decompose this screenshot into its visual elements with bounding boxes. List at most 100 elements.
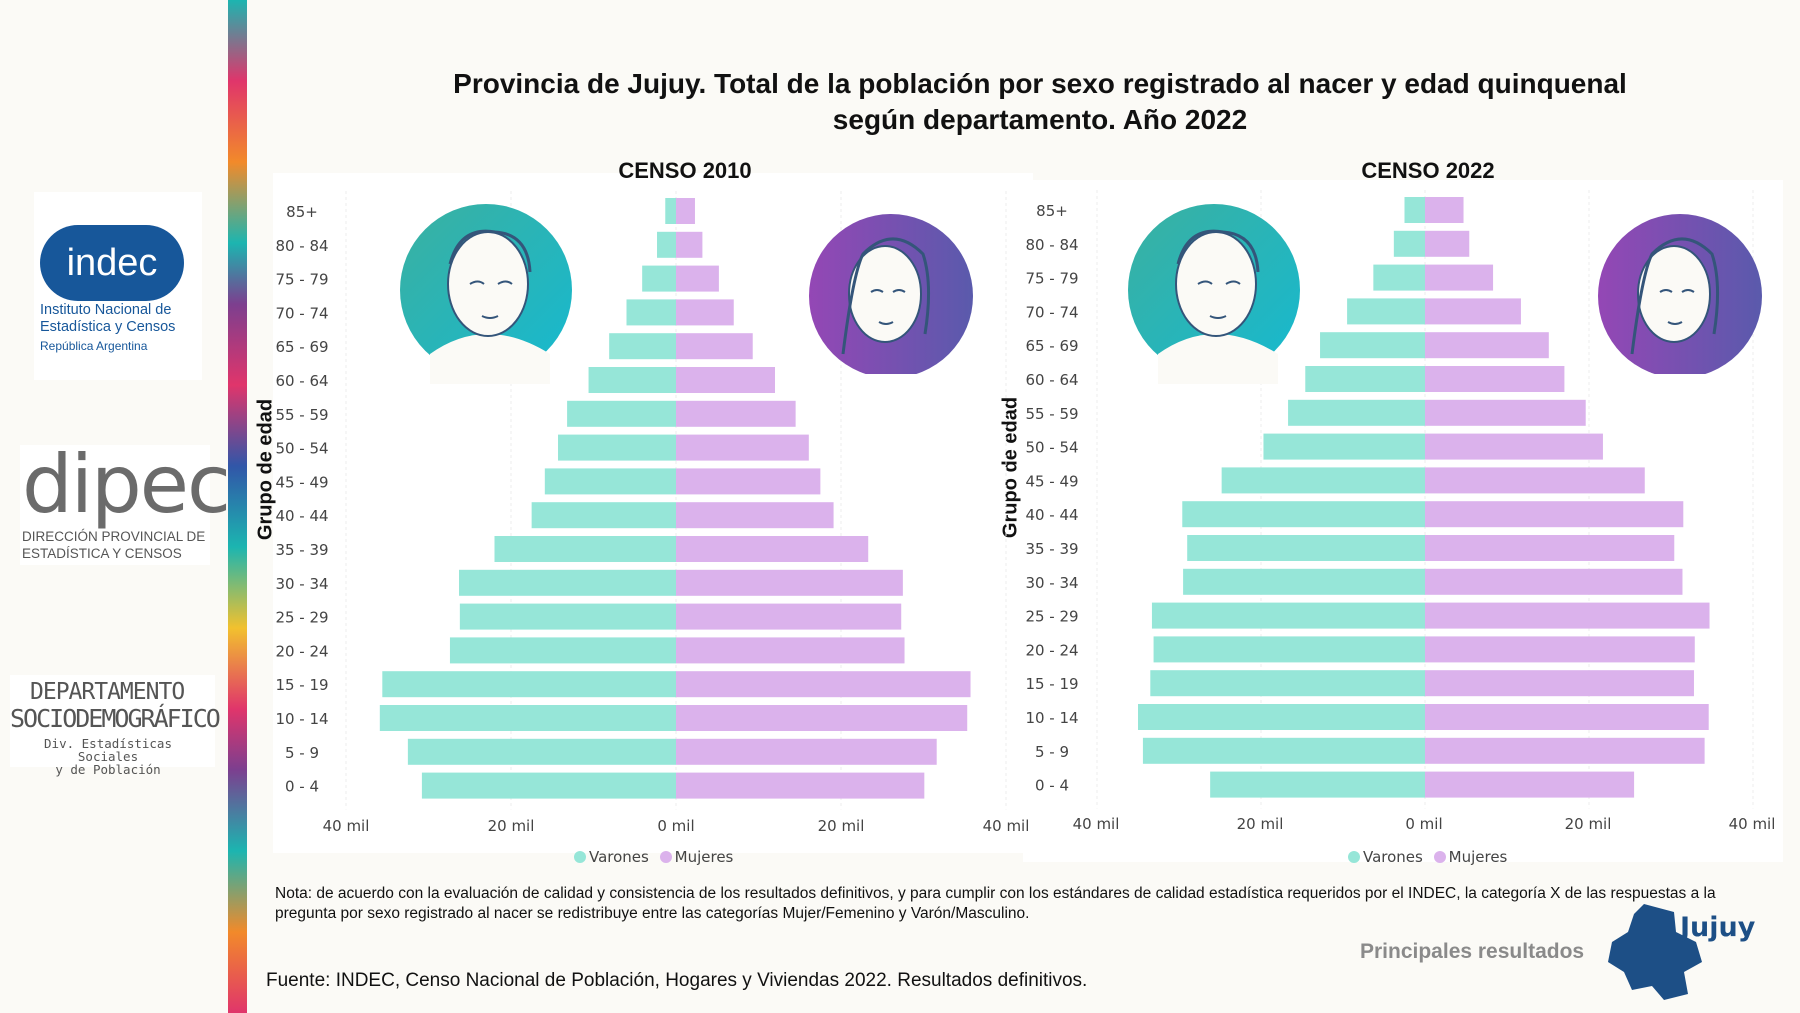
- category-label-5: 60 - 64: [1025, 371, 1078, 389]
- category-label-2: 75 - 79: [1025, 270, 1078, 288]
- principales-resultados-label: Principales resultados: [1360, 940, 1585, 963]
- category-label-14: 15 - 19: [275, 676, 328, 694]
- bar-mujeres-12: [1425, 602, 1710, 629]
- bar-varones-14: [382, 671, 676, 698]
- departamento-line-3: Div. Estadísticas Sociales: [44, 736, 172, 764]
- category-label-8: 45 - 49: [275, 473, 328, 491]
- category-label-9: 40 - 44: [1025, 506, 1078, 524]
- bar-varones-8: [1221, 467, 1425, 494]
- dipec-logo: [20, 445, 210, 565]
- bar-mujeres-10: [1425, 535, 1675, 561]
- x-tick-label-3: 20 mil: [818, 817, 865, 835]
- bar-varones-6: [567, 400, 676, 427]
- bar-varones-0: [665, 198, 676, 224]
- legend-varones-dot: [1348, 851, 1360, 863]
- category-label-0: 85+: [1036, 202, 1068, 220]
- bar-mujeres-11: [1425, 568, 1683, 595]
- category-label-9: 40 - 44: [275, 507, 328, 525]
- dipec-line-1: DIRECCIÓN PROVINCIAL DE: [22, 529, 206, 544]
- category-label-12: 25 - 29: [275, 609, 328, 627]
- bar-mujeres-4: [1425, 332, 1549, 359]
- category-label-2: 75 - 79: [275, 271, 328, 289]
- bar-varones-3: [626, 299, 676, 326]
- bar-varones-8: [544, 468, 676, 495]
- bar-varones-9: [1182, 501, 1425, 528]
- legend-varones-label: Varones: [1363, 848, 1423, 866]
- main-title: Provincia de Jujuy. Total de la població…: [453, 68, 1627, 135]
- note-text: Nota: de acuerdo con la evaluación de ca…: [275, 885, 1716, 922]
- category-label-0: 85+: [286, 203, 318, 221]
- bar-mujeres-16: [1425, 737, 1705, 764]
- departamento-line-2: SOCIODEMOGRÁFICO: [10, 704, 221, 733]
- legend-varones-dot: [574, 851, 586, 863]
- bar-varones-11: [1183, 568, 1425, 595]
- departamento-line-4: y de Población: [55, 762, 161, 777]
- bar-mujeres-5: [676, 367, 775, 393]
- category-label-7: 50 - 54: [1025, 439, 1078, 457]
- category-label-12: 25 - 29: [1025, 608, 1078, 626]
- category-label-1: 80 - 84: [1025, 236, 1078, 254]
- bar-mujeres-2: [676, 265, 719, 292]
- bar-mujeres-6: [1425, 399, 1586, 426]
- bar-mujeres-6: [676, 400, 796, 427]
- bar-mujeres-3: [676, 299, 734, 326]
- category-label-15: 10 - 14: [1025, 709, 1078, 727]
- bar-mujeres-13: [1425, 636, 1695, 663]
- bar-mujeres-14: [676, 671, 971, 698]
- bar-varones-12: [1151, 602, 1425, 629]
- jujuy-logo-word: Jujuy: [1680, 912, 1756, 943]
- category-label-10: 35 - 39: [1025, 540, 1078, 558]
- dipec-logo-subtitle: DIRECCIÓN PROVINCIAL DE ESTADÍSTICA Y CE…: [22, 528, 222, 562]
- bar-mujeres-8: [676, 468, 821, 495]
- bar-varones-2: [642, 265, 676, 292]
- bar-varones-13: [449, 637, 676, 664]
- x-tick-label-4: 40 mil: [983, 817, 1030, 835]
- bar-mujeres-12: [676, 603, 902, 630]
- category-label-16: 5 - 9: [1035, 743, 1069, 761]
- legend-2022: Varones Mujeres: [1348, 848, 1507, 866]
- indec-line-3: República Argentina: [40, 339, 148, 353]
- bar-mujeres-13: [676, 637, 905, 664]
- bar-mujeres-2: [1425, 264, 1494, 291]
- x-tick-label-2: 0 mil: [1405, 815, 1442, 833]
- category-label-11: 30 - 34: [1025, 574, 1078, 592]
- male-portrait-icon-2022: [1128, 204, 1300, 384]
- bar-varones-13: [1153, 636, 1425, 663]
- bar-varones-6: [1288, 399, 1425, 426]
- bar-varones-10: [1187, 535, 1425, 561]
- category-label-3: 70 - 74: [275, 304, 328, 322]
- category-label-4: 65 - 69: [275, 338, 328, 356]
- bar-varones-3: [1347, 298, 1425, 325]
- bar-varones-15: [379, 705, 676, 731]
- bar-varones-2: [1373, 264, 1425, 291]
- legend-mujeres-dot: [1433, 851, 1446, 863]
- jujuy-map-icon: [1608, 904, 1702, 1000]
- legend-varones-label: Varones: [589, 848, 649, 866]
- bar-mujeres-5: [1425, 366, 1565, 392]
- bar-mujeres-16: [676, 738, 937, 765]
- male-portrait-icon-2010: [400, 204, 572, 384]
- chart-title-2022: CENSO 2022: [1361, 158, 1495, 183]
- bar-varones-5: [588, 367, 676, 393]
- bar-mujeres-9: [1425, 501, 1684, 528]
- bar-varones-17: [1210, 771, 1425, 798]
- bar-varones-4: [609, 333, 676, 360]
- bar-varones-16: [407, 738, 676, 765]
- legend-2010: Varones Mujeres: [574, 848, 733, 866]
- category-label-1: 80 - 84: [275, 237, 328, 255]
- category-label-11: 30 - 34: [275, 575, 328, 593]
- dipec-logo-word: dipec: [22, 438, 231, 531]
- legend-mujeres-label: Mujeres: [1448, 848, 1508, 866]
- x-tick-label-2: 0 mil: [657, 817, 694, 835]
- bar-varones-17: [421, 772, 676, 799]
- bar-mujeres-3: [1425, 298, 1521, 325]
- bar-varones-11: [459, 569, 676, 596]
- chart-title-2010: CENSO 2010: [618, 158, 752, 183]
- category-label-4: 65 - 69: [1025, 337, 1078, 355]
- bar-mujeres-0: [1425, 197, 1464, 223]
- x-tick-label-0: 40 mil: [323, 817, 370, 835]
- bar-mujeres-7: [676, 434, 809, 461]
- decorative-color-strip: [228, 0, 247, 1013]
- category-label-15: 10 - 14: [275, 710, 328, 728]
